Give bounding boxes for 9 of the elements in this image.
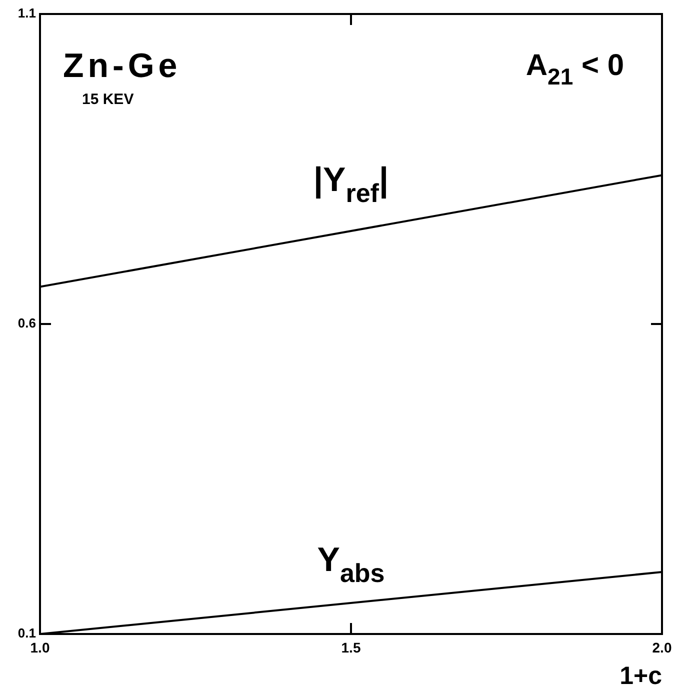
y-tick-label: 0.6	[18, 316, 36, 331]
x-axis-title: 1+c	[620, 662, 662, 690]
text: 15 KEV	[82, 91, 134, 108]
y-tick-label: 1.1	[18, 6, 36, 21]
x-tick-label: 2.0	[652, 639, 672, 656]
y-tick-label: 0.1	[18, 626, 36, 641]
text: Zn-Ge	[63, 47, 182, 85]
x-tick-label: 1.5	[341, 639, 361, 656]
x-tick-label: 1.0	[30, 639, 50, 656]
